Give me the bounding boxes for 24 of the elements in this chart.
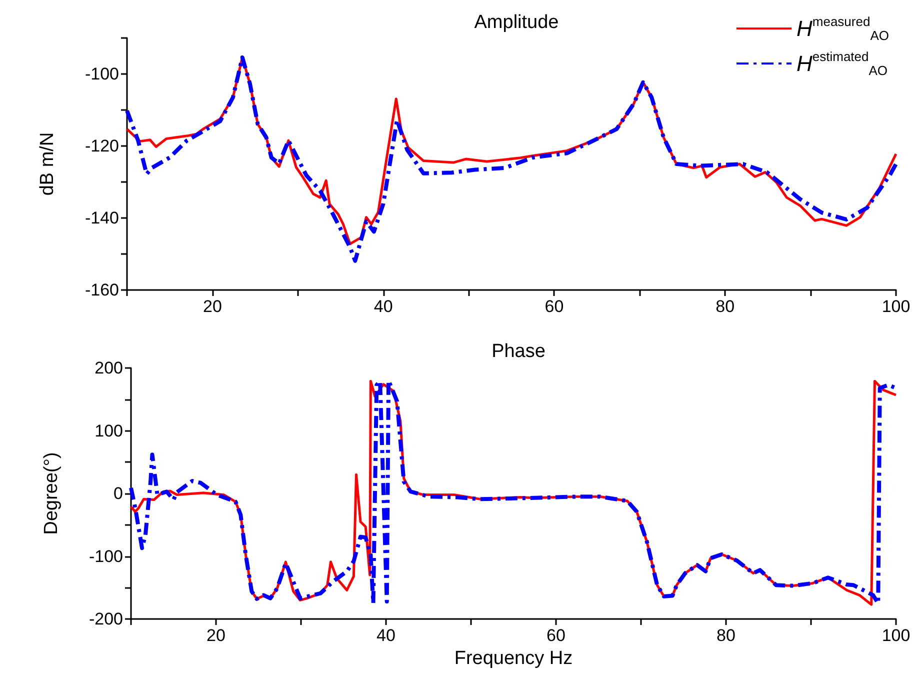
y-tick-label: -200 xyxy=(88,610,123,628)
x-tick-label: 100 xyxy=(882,626,910,645)
x-tick-label: 80 xyxy=(716,626,736,645)
chart-title: Amplitude xyxy=(474,12,559,33)
y-axis-title: dB m/N xyxy=(37,132,58,196)
y-tick-label: -160 xyxy=(84,280,119,300)
y-tick-label: 100 xyxy=(94,421,123,440)
chart-title: Phase xyxy=(492,341,546,362)
x-tick-label: 80 xyxy=(716,297,735,316)
x-axis-title: Frequency Hz xyxy=(454,648,573,669)
y-axis-title: Degree(°) xyxy=(41,452,62,535)
y-tick-label: 0 xyxy=(114,484,123,503)
y-tick-label: -140 xyxy=(84,208,119,228)
x-tick-label: 100 xyxy=(882,297,910,316)
y-tick-label: -120 xyxy=(84,136,119,156)
x-tick-label: 40 xyxy=(374,297,393,316)
x-tick-label: 40 xyxy=(376,626,396,645)
y-tick-label: -100 xyxy=(84,64,119,84)
x-tick-label: 60 xyxy=(546,626,566,645)
x-tick-label: 60 xyxy=(544,297,564,316)
x-tick-label: 20 xyxy=(202,297,222,316)
y-tick-label: 200 xyxy=(94,358,123,378)
y-tick-label: -100 xyxy=(88,546,123,566)
x-tick-label: 20 xyxy=(206,626,226,645)
